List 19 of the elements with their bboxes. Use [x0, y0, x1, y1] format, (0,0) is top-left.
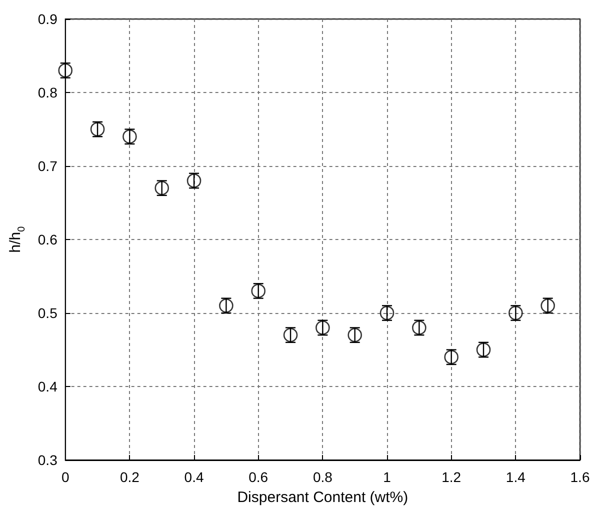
x-tick-label: 0.4 — [184, 469, 204, 485]
x-tick-label: 0 — [61, 469, 70, 485]
point — [58, 63, 73, 78]
y-tick-label: 0.8 — [38, 84, 58, 100]
x-tick-label: 0.8 — [312, 469, 333, 485]
x-tick-label: 1 — [383, 469, 392, 485]
y-tick-label: 0.7 — [38, 158, 58, 174]
y-axis-title: h/h0 — [7, 226, 28, 253]
x-tick-label: 1.4 — [506, 469, 526, 485]
y-tick-label: 0.3 — [38, 452, 58, 468]
x-axis-title: Dispersant Content (wt%) — [237, 489, 408, 506]
x-tick-label: 0.2 — [120, 469, 140, 485]
y-tick-label: 0.6 — [38, 232, 58, 248]
x-tick-label: 1.6 — [570, 469, 590, 485]
y-tick-label: 0.9 — [38, 11, 58, 27]
x-tick-label: 1.2 — [442, 469, 462, 485]
y-tick-label: 0.5 — [38, 305, 58, 321]
x-tick-label: 0.6 — [248, 469, 268, 485]
y-tick-label: 0.4 — [38, 378, 58, 394]
